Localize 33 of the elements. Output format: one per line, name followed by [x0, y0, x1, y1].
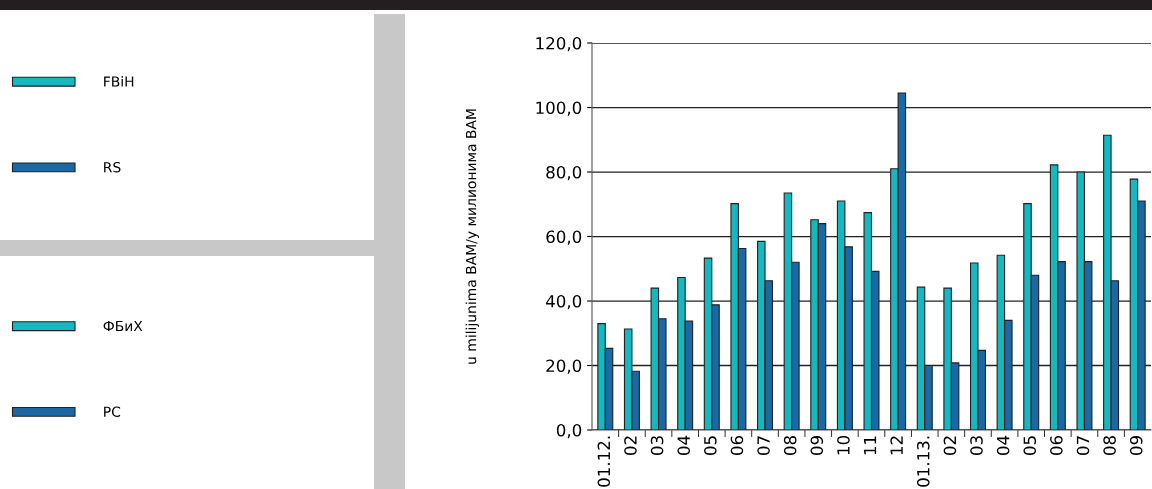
- x-tick-label: 03: [650, 436, 664, 455]
- text: РС: [104, 406, 121, 417]
- x-tick-label: 08: [1103, 436, 1116, 455]
- x-tick-label: 08: [783, 436, 797, 455]
- y-tick-label: 120,0: [536, 36, 582, 52]
- y-tick-label: 80,0: [546, 165, 582, 181]
- y-tick-label: 20,0: [546, 359, 582, 374]
- x-tick-label: 04: [996, 435, 1010, 455]
- x-tick-label: 10: [837, 435, 850, 455]
- legend-label: FBiH: [104, 76, 134, 87]
- x-tick-label: 03: [970, 436, 983, 455]
- y-tick-label: 60,0: [546, 230, 582, 245]
- x-tick-label: 07: [757, 436, 770, 455]
- x-tick-label: 01.12.: [597, 436, 611, 487]
- x-tick-label: 02: [624, 436, 637, 455]
- x-tick-label: 04: [677, 435, 690, 455]
- text: ФБиХ: [103, 321, 143, 332]
- y-tick-label: 100,0: [536, 101, 582, 116]
- x-tick-label: 06: [1050, 435, 1063, 455]
- x-tick-label: 06: [730, 435, 744, 455]
- x-tick-label: 09: [1129, 436, 1143, 455]
- y-axis-title: u milijunima BAM/у милионима BAM: [465, 109, 480, 364]
- y-tick-label: 40,0: [545, 294, 582, 310]
- x-tick-label: 01.13.: [916, 436, 930, 487]
- x-tick-label: 11: [863, 436, 877, 455]
- y-tick-label: 0,0: [556, 423, 582, 439]
- x-tick-label: 02: [943, 436, 957, 455]
- legend-label: RS: [104, 161, 121, 173]
- x-tick-label: 05: [704, 436, 717, 455]
- x-tick-label: 09: [810, 436, 824, 455]
- x-tick-label: 12: [890, 436, 903, 455]
- x-tick-label: 05: [1023, 436, 1037, 455]
- x-tick-label: 07: [1076, 436, 1090, 455]
